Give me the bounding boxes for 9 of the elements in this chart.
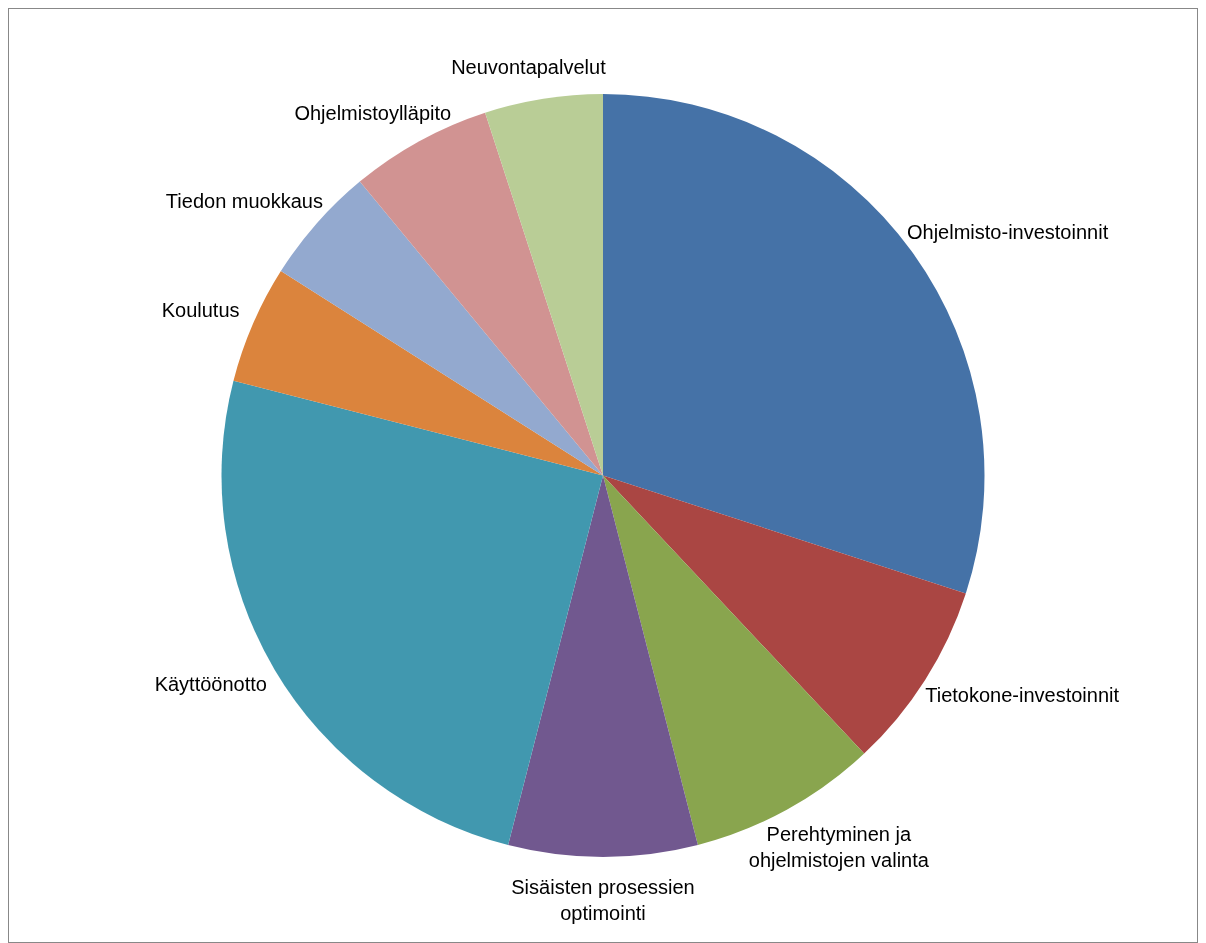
slice-label: Ohjelmisto-investoinnit	[906, 220, 1109, 243]
slice-label: Sisäisten prosessien optimointi	[511, 875, 695, 924]
slice-label: Käyttöönotto	[154, 673, 267, 695]
slice-label: Neuvontapalvelut	[451, 55, 607, 78]
slice-label: Perehtyminen ja ohjelmistojen valinta	[748, 822, 930, 871]
slice-label: Koulutus	[161, 299, 240, 322]
slice-label: Tietokone-investoinnit	[925, 684, 1120, 707]
slice-label: Tiedon muokkaus	[165, 190, 323, 213]
slice-label: Ohjelmistoylläpito	[294, 101, 452, 124]
